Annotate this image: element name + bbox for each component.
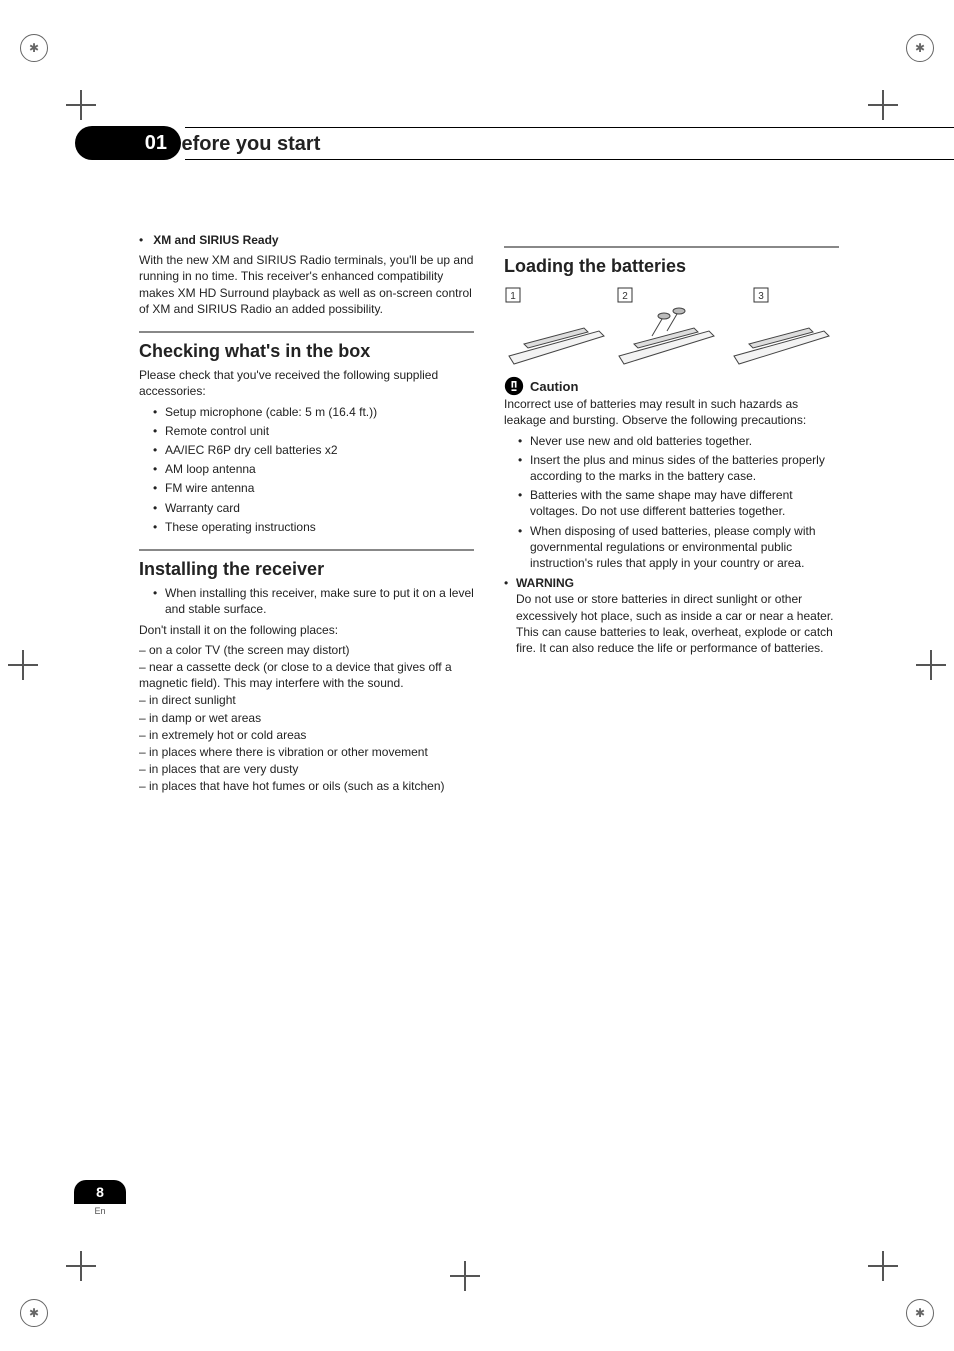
- caution-list: Never use new and old batteries together…: [504, 433, 839, 572]
- crop-mark-icon: [66, 90, 96, 120]
- crop-mark-icon: [8, 650, 38, 680]
- crop-mark-icon: [450, 1261, 480, 1291]
- warning-body: Do not use or store batteries in direct …: [516, 592, 834, 655]
- accessories-list: Setup microphone (cable: 5 m (16.4 ft.))…: [139, 404, 474, 535]
- install-intro: Don't install it on the following places…: [139, 622, 474, 638]
- list-item: Remote control unit: [153, 423, 474, 439]
- list-item: Warranty card: [153, 500, 474, 516]
- crop-mark-icon: [916, 650, 946, 680]
- list-item: – on a color TV (the screen may distort): [139, 642, 474, 658]
- chapter-number: 01: [145, 132, 167, 155]
- caution-icon: [504, 376, 524, 396]
- section-intro: Please check that you've received the fo…: [139, 367, 474, 399]
- list-item: Setup microphone (cable: 5 m (16.4 ft.)): [153, 404, 474, 420]
- crop-mark-icon: [868, 90, 898, 120]
- crop-mark-icon: [66, 1251, 96, 1281]
- fig-label: 2: [622, 291, 628, 302]
- caution-intro: Incorrect use of batteries may result in…: [504, 396, 839, 428]
- warning-item: WARNING Do not use or store batteries in…: [504, 575, 839, 656]
- bullet: •: [139, 233, 143, 247]
- registration-mark-icon: [20, 1299, 48, 1327]
- left-column: • XM and SIRIUS Ready With the new XM an…: [139, 232, 474, 795]
- registration-mark-icon: [906, 1299, 934, 1327]
- page-footer: 8 En: [70, 1180, 130, 1216]
- page-number: 8: [96, 1184, 104, 1200]
- chapter-header: 01 Before you start: [135, 128, 835, 160]
- feature-title: XM and SIRIUS Ready: [153, 233, 278, 247]
- warning-block: WARNING Do not use or store batteries in…: [504, 575, 839, 656]
- page-language: En: [70, 1206, 130, 1216]
- caution-label: Caution: [530, 378, 578, 396]
- divider: [139, 549, 474, 551]
- registration-mark-icon: [906, 34, 934, 62]
- install-bullet-list: When installing this receiver, make sure…: [139, 585, 474, 617]
- section-title-batteries: Loading the batteries: [504, 254, 839, 278]
- section-title-installing: Installing the receiver: [139, 557, 474, 581]
- content-area: • XM and SIRIUS Ready With the new XM an…: [139, 232, 839, 795]
- list-item: When installing this receiver, make sure…: [153, 585, 474, 617]
- battery-figure: 1 2 3: [504, 286, 839, 366]
- list-item: When disposing of used batteries, please…: [518, 523, 839, 572]
- list-item: Insert the plus and minus sides of the b…: [518, 452, 839, 484]
- list-item: Never use new and old batteries together…: [518, 433, 839, 449]
- list-item: These operating instructions: [153, 519, 474, 535]
- right-column: Loading the batteries 1 2 3: [504, 232, 839, 795]
- warning-label: WARNING: [516, 576, 574, 590]
- install-restrictions: – on a color TV (the screen may distort)…: [139, 642, 474, 795]
- section-title-checking: Checking what's in the box: [139, 339, 474, 363]
- list-item: – near a cassette deck (or close to a de…: [139, 659, 474, 691]
- page: 01 Before you start • XM and SIRIUS Read…: [0, 0, 954, 1351]
- list-item: – in places that are very dusty: [139, 761, 474, 777]
- crop-mark-icon: [868, 1251, 898, 1281]
- registration-mark-icon: [20, 34, 48, 62]
- feature-line: • XM and SIRIUS Ready: [139, 232, 474, 248]
- fig-label: 1: [510, 291, 516, 302]
- list-item: – in damp or wet areas: [139, 710, 474, 726]
- battery-illustration-icon: 1 2 3: [504, 286, 839, 366]
- list-item: – in places that have hot fumes or oils …: [139, 778, 474, 794]
- list-item: AA/IEC R6P dry cell batteries x2: [153, 442, 474, 458]
- caution-header: Caution: [504, 376, 839, 396]
- divider: [504, 246, 839, 248]
- fig-label: 3: [758, 291, 764, 302]
- list-item: – in direct sunlight: [139, 692, 474, 708]
- chapter-number-pill: 01: [75, 126, 181, 160]
- list-item: – in extremely hot or cold areas: [139, 727, 474, 743]
- list-item: Batteries with the same shape may have d…: [518, 487, 839, 519]
- list-item: – in places where there is vibration or …: [139, 744, 474, 760]
- feature-body: With the new XM and SIRIUS Radio termina…: [139, 252, 474, 317]
- page-number-pill: 8: [74, 1180, 126, 1204]
- divider: [139, 331, 474, 333]
- list-item: AM loop antenna: [153, 461, 474, 477]
- list-item: FM wire antenna: [153, 480, 474, 496]
